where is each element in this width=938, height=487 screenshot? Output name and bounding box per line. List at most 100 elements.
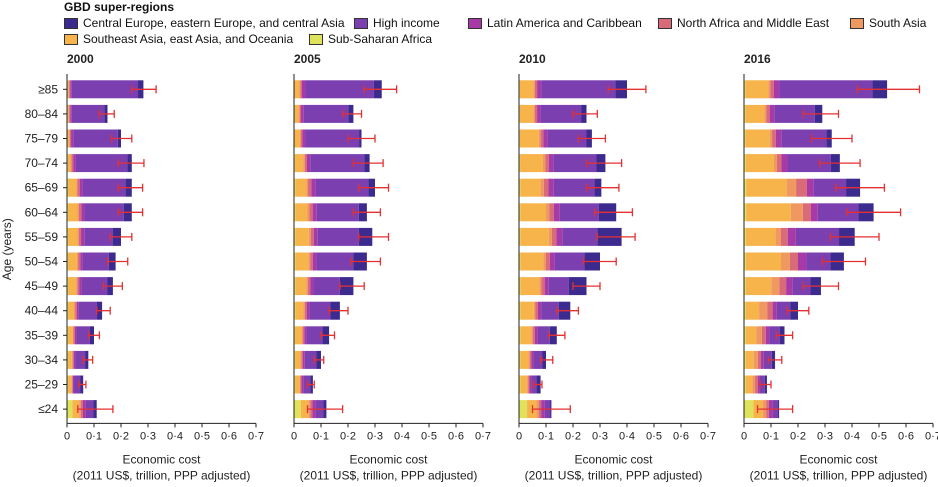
legend-title: GBD super-regions [64,0,175,14]
bar-segment [71,375,73,394]
bar-segment [520,350,529,369]
legend-item-north-africa: North Africa and Middle East [658,16,829,30]
bar-segment [519,252,521,271]
y-tick-label: 75–79 [25,132,59,146]
bar-segment [71,104,105,123]
bar-segment [802,203,811,222]
bar-segment [554,252,585,271]
bar-segment [79,178,83,197]
bar-segment [294,227,296,246]
bar-segment [71,350,73,369]
bar-segment [68,104,70,123]
bar-segment [541,301,559,320]
bar-segment [73,350,76,369]
bar-segment [294,350,296,369]
panel-title: 2005 [294,52,321,66]
bar-segment [745,227,776,246]
bar-segment [304,301,307,320]
bar-segment [531,326,533,345]
bar-segment [84,227,113,246]
bar-segment [538,129,541,148]
bar-segment [779,277,787,296]
bar-segment [519,154,521,173]
bar-segment [520,326,532,345]
bar-segment [533,80,535,99]
bar-segment [795,227,840,246]
x-axis-title: Economic cost [799,452,878,466]
bar-segment [520,154,544,173]
x-tick-label: 0·3 [817,430,833,442]
bar-segment [519,104,534,123]
bar-segment [301,375,304,394]
bar-segment [548,178,554,197]
bar-segment [309,203,313,222]
bar-segment [543,252,546,271]
bar-segment [553,154,597,173]
legend-item-south-asia: South Asia [850,16,926,30]
bar-segment [77,178,80,197]
bar-segment [76,326,90,345]
bar-segment [68,350,72,369]
legend-label: Southeast Asia, east Asia, and Oceania [83,32,294,46]
bar-segment [527,400,537,419]
x-tick-label: 0·7 [475,430,491,442]
bar-segment [757,375,760,394]
bar-segment [295,203,308,222]
bar-segment [301,350,303,369]
bar-segment [519,80,534,99]
bar-segment [295,154,304,173]
bar-segment [67,326,69,345]
bar-segment [745,326,757,345]
bar-segment [313,227,318,246]
bar-segment [299,80,301,99]
bar-segment [300,350,302,369]
legend-item-southeast-asia: Southeast Asia, east Asia, and Oceania [64,32,293,46]
bar-segment [67,252,69,271]
bar-segment [301,104,304,123]
bar-segment [306,326,323,345]
x-tick-label: 0·2 [113,430,129,442]
bar-segment [294,154,296,173]
bar-segment [745,252,781,271]
bar-segment [307,203,310,222]
x-tick-label: 0·6 [448,430,464,442]
bar-segment [745,80,769,99]
bar-segment [520,203,546,222]
bar-segment [312,203,317,222]
bar-segment [537,104,541,123]
bar-segment [533,350,543,369]
legend-item-high-income: High income [354,16,440,30]
bar-segment [744,203,747,222]
bar-segment [81,203,85,222]
bar-segment [67,400,73,419]
bar-segment [299,104,302,123]
bar-segment [302,326,305,345]
bar-segment [304,154,307,173]
bar-segment [295,326,302,345]
bar-segment [776,301,791,320]
bar-segment [768,80,771,99]
bar-segment [67,203,69,222]
bar-segment [74,375,81,394]
y-tick-label: 35–39 [25,328,59,342]
bar-segment [764,104,767,123]
bar-segment [765,326,770,345]
bar-segment [769,326,780,345]
bar-segment [313,277,340,296]
x-tick-label: 0·2 [340,430,356,442]
legend-swatch [354,18,368,29]
bar-segment [307,277,311,296]
x-tick-label: 0·5 [421,430,437,442]
legend-swatch [850,18,864,29]
bar-segment [68,326,73,345]
bar-segment [71,129,74,148]
bar-segment [74,326,77,345]
bar-segment [745,154,774,173]
bar-segment [520,301,534,320]
y-tick-label: 80–84 [25,107,59,121]
bar-segment [77,203,79,222]
bar-segment [779,80,873,99]
y-tick-label: ≤24 [38,402,58,416]
bar-segment [68,277,77,296]
legend-item-latin-america: Latin America and Caribbean [468,16,642,30]
